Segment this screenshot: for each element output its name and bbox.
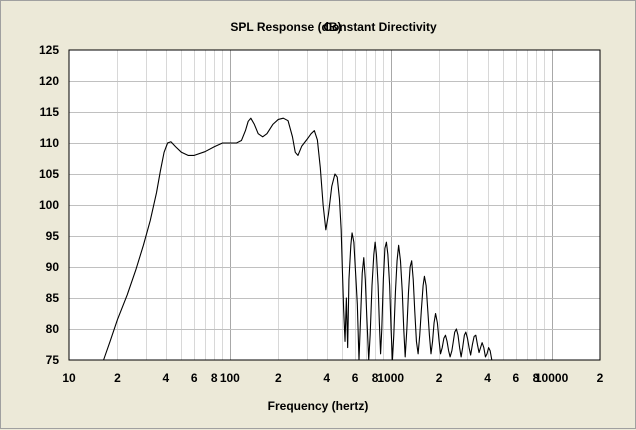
chart-title: SPL Response (dB) <box>230 20 341 34</box>
x-tick-label: 8 <box>372 371 379 385</box>
x-tick-label: 4 <box>484 371 491 385</box>
x-tick-label: 6 <box>352 371 359 385</box>
y-tick-label: 105 <box>39 167 59 181</box>
x-axis-label: Frequency (hertz) <box>268 399 369 413</box>
x-tick-label: 8 <box>211 371 218 385</box>
y-tick-label: 75 <box>46 353 60 367</box>
x-tick-label: 8 <box>533 371 540 385</box>
y-tick-label: 95 <box>46 229 60 243</box>
y-tick-label: 85 <box>46 291 60 305</box>
x-tick-label: 4 <box>163 371 170 385</box>
y-tick-label: 100 <box>39 198 59 212</box>
x-tick-label: 2 <box>114 371 121 385</box>
x-tick-label: 6 <box>191 371 198 385</box>
x-tick-label: 1000 <box>377 371 404 385</box>
x-tick-label: 100 <box>220 371 240 385</box>
x-tick-label: 4 <box>323 371 330 385</box>
x-tick-label: 10 <box>62 371 76 385</box>
x-tick-label: 2 <box>597 371 604 385</box>
x-tick-label: 2 <box>436 371 443 385</box>
plot-border <box>68 49 601 361</box>
series-layer <box>103 117 493 361</box>
chart-subtitle: Constant Directivity <box>323 20 437 34</box>
y-tick-label: 115 <box>40 105 60 119</box>
x-tick-label: 10000 <box>535 371 569 385</box>
spl-response-line <box>103 117 493 361</box>
y-tick-label: 120 <box>39 74 59 88</box>
y-axis: 75 80 85 90 95 100 105 110 115 120 125 <box>39 43 59 367</box>
y-tick-label: 90 <box>46 260 60 274</box>
y-tick-label: 80 <box>46 322 60 336</box>
y-tick-label: 125 <box>39 43 59 57</box>
y-tick-label: 110 <box>40 136 60 150</box>
x-tick-label: 2 <box>275 371 282 385</box>
x-tick-label: 6 <box>513 371 520 385</box>
grid-lines <box>69 50 600 360</box>
